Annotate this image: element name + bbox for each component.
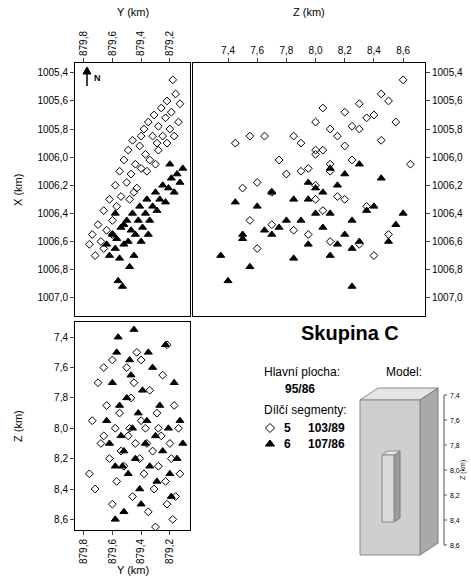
svg-text:7,8: 7,8 bbox=[450, 442, 460, 449]
svg-text:X (km): X (km) bbox=[12, 174, 24, 206]
svg-text:8,4: 8,4 bbox=[450, 517, 460, 524]
svg-text:107/86: 107/86 bbox=[308, 437, 345, 451]
svg-text:1006,8: 1006,8 bbox=[432, 264, 463, 275]
svg-text:7,6: 7,6 bbox=[54, 362, 68, 373]
svg-text:8,0: 8,0 bbox=[54, 423, 68, 434]
svg-text:Z (km): Z (km) bbox=[293, 6, 325, 18]
svg-text:Hlavní plocha:: Hlavní plocha: bbox=[264, 365, 340, 379]
svg-text:1006,4: 1006,4 bbox=[432, 208, 463, 219]
svg-text:95/86: 95/86 bbox=[285, 382, 315, 396]
svg-text:1005,6: 1005,6 bbox=[432, 95, 463, 106]
svg-text:7,6: 7,6 bbox=[450, 417, 460, 424]
svg-text:879,4: 879,4 bbox=[135, 539, 146, 564]
svg-text:1007,0: 1007,0 bbox=[432, 292, 463, 303]
svg-text:1007,0: 1007,0 bbox=[37, 292, 68, 303]
svg-text:8,6: 8,6 bbox=[450, 542, 460, 549]
svg-text:7,4: 7,4 bbox=[54, 332, 68, 343]
svg-text:Skupina C: Skupina C bbox=[301, 322, 399, 344]
svg-text:Y (km): Y (km) bbox=[117, 6, 149, 18]
svg-text:7,8: 7,8 bbox=[54, 392, 68, 403]
svg-text:Model:: Model: bbox=[386, 365, 422, 379]
svg-text:1006,4: 1006,4 bbox=[37, 208, 68, 219]
svg-text:1006,8: 1006,8 bbox=[37, 264, 68, 275]
svg-text:103/89: 103/89 bbox=[308, 421, 345, 435]
svg-text:8,4: 8,4 bbox=[54, 484, 68, 495]
svg-text:7,4: 7,4 bbox=[221, 45, 235, 56]
svg-text:8,2: 8,2 bbox=[54, 453, 68, 464]
svg-text:8,4: 8,4 bbox=[367, 45, 381, 56]
svg-text:1006,0: 1006,0 bbox=[37, 152, 68, 163]
svg-text:Dílčí segmenty:: Dílčí segmenty: bbox=[264, 403, 347, 417]
svg-text:879,6: 879,6 bbox=[107, 31, 118, 56]
svg-text:879,2: 879,2 bbox=[164, 539, 175, 564]
svg-text:879,8: 879,8 bbox=[78, 539, 89, 564]
svg-text:Z (km): Z (km) bbox=[459, 460, 467, 480]
svg-text:Z (km): Z (km) bbox=[12, 410, 24, 442]
svg-text:6: 6 bbox=[284, 437, 291, 451]
svg-text:1005,8: 1005,8 bbox=[37, 124, 68, 135]
svg-text:7,8: 7,8 bbox=[279, 45, 293, 56]
svg-text:1006,6: 1006,6 bbox=[432, 236, 463, 247]
svg-text:7,6: 7,6 bbox=[250, 45, 264, 56]
svg-text:1006,2: 1006,2 bbox=[37, 180, 68, 191]
svg-text:879,6: 879,6 bbox=[107, 539, 118, 564]
svg-text:1006,2: 1006,2 bbox=[432, 180, 463, 191]
svg-text:1006,6: 1006,6 bbox=[37, 236, 68, 247]
svg-text:8,2: 8,2 bbox=[338, 45, 352, 56]
svg-text:8,2: 8,2 bbox=[450, 492, 460, 499]
svg-text:1005,8: 1005,8 bbox=[432, 124, 463, 135]
svg-text:8,6: 8,6 bbox=[54, 514, 68, 525]
svg-text:1005,4: 1005,4 bbox=[432, 67, 463, 78]
svg-text:1005,6: 1005,6 bbox=[37, 95, 68, 106]
svg-text:1005,4: 1005,4 bbox=[37, 67, 68, 78]
svg-text:7,4: 7,4 bbox=[450, 392, 460, 399]
svg-text:8,6: 8,6 bbox=[396, 45, 410, 56]
svg-text:5: 5 bbox=[284, 421, 291, 435]
svg-text:8,0: 8,0 bbox=[450, 467, 460, 474]
svg-text:879,2: 879,2 bbox=[164, 31, 175, 56]
svg-text:Y (km): Y (km) bbox=[117, 564, 149, 576]
svg-text:N: N bbox=[94, 73, 101, 83]
svg-text:879,8: 879,8 bbox=[78, 31, 89, 56]
svg-text:879,4: 879,4 bbox=[135, 31, 146, 56]
svg-text:8,0: 8,0 bbox=[309, 45, 323, 56]
svg-text:1006,0: 1006,0 bbox=[432, 152, 463, 163]
